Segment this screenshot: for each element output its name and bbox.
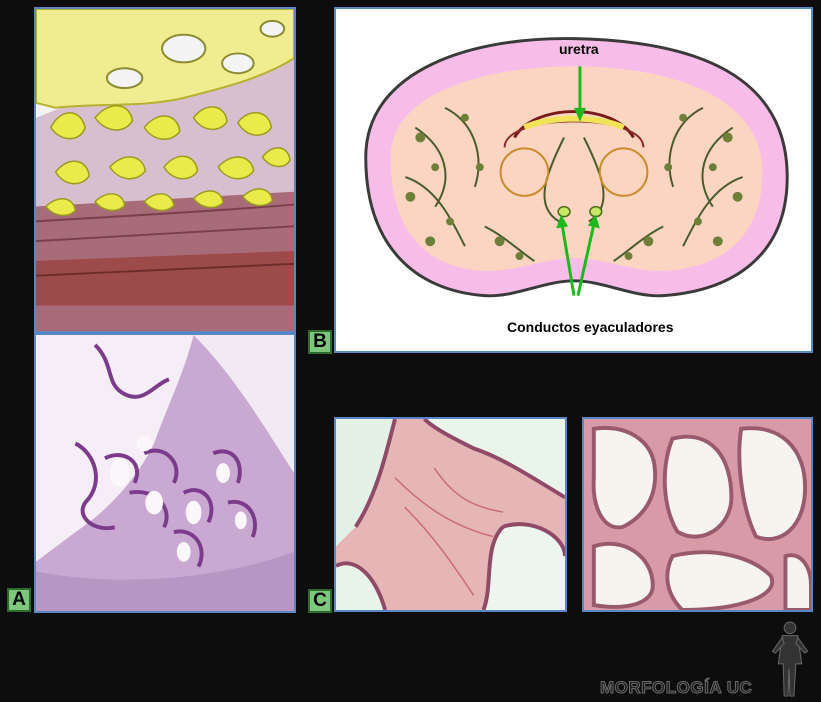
- label-b: B: [308, 330, 332, 354]
- panel-b-diagram: [334, 7, 813, 353]
- panel-a-micrograph: [34, 333, 296, 613]
- panel-c-right-micrograph: [582, 417, 813, 612]
- vesicle-illustration: [36, 9, 294, 331]
- watermark: MORFOLOGÍA UC: [599, 678, 753, 698]
- vesicle-micrograph: [36, 335, 294, 611]
- panel-a-illustration: [34, 7, 296, 333]
- arrows-conductos: [556, 214, 600, 296]
- prostate-section-diagram: [336, 9, 811, 351]
- human-figure-icon: [771, 621, 809, 697]
- panel-c-left-micrograph: [334, 417, 567, 612]
- label-c: C: [308, 589, 332, 613]
- conductos-label: Conductos eyaculadores: [507, 319, 674, 335]
- prostate-micrograph-right: [584, 419, 811, 610]
- label-a: A: [7, 588, 31, 612]
- arrow-uretra: [573, 66, 586, 122]
- uretra-label: uretra: [559, 41, 599, 57]
- prostate-micrograph-left: [336, 419, 565, 610]
